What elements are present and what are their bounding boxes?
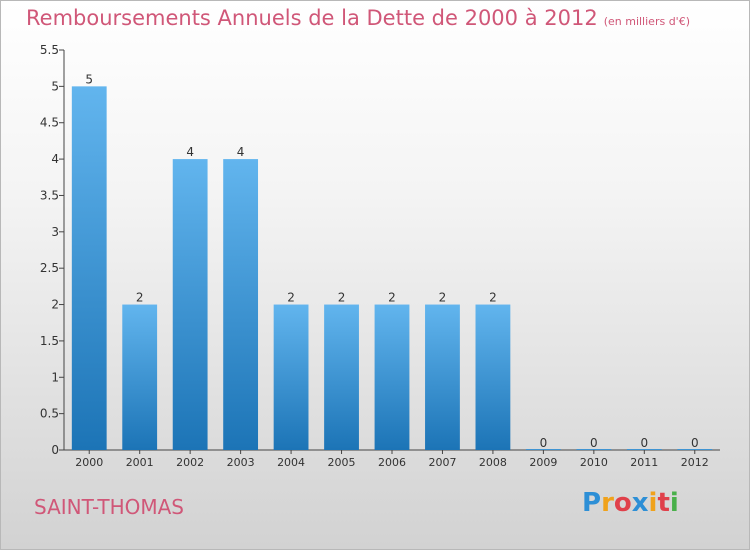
y-tick-label: 0.5 <box>40 407 59 421</box>
logo-letter: t <box>657 488 670 518</box>
bar <box>324 304 359 450</box>
x-tick-label: 2003 <box>227 456 255 469</box>
x-tick-label: 2002 <box>176 456 204 469</box>
bar <box>273 304 309 450</box>
x-tick-label: 2012 <box>681 456 709 469</box>
x-tick-label: 2011 <box>630 456 658 469</box>
data-label: 5 <box>85 72 93 86</box>
y-tick-label: 2.5 <box>40 261 59 275</box>
logo-letter: i <box>648 488 658 518</box>
x-tick-label: 2000 <box>75 456 103 469</box>
bar <box>172 159 208 450</box>
logo-letter: x <box>631 488 649 518</box>
y-tick-label: 5 <box>51 79 59 93</box>
y-tick-label: 3 <box>51 225 59 239</box>
bar <box>425 304 460 450</box>
data-label: 4 <box>186 145 194 159</box>
bar <box>626 449 662 450</box>
y-tick-label: 2 <box>51 298 59 312</box>
title-text: Remboursements Annuels de la Dette de 20… <box>26 6 598 30</box>
data-label: 2 <box>388 291 396 305</box>
bar <box>475 304 511 450</box>
x-tick-label: 2005 <box>328 456 356 469</box>
y-tick-label: 3.5 <box>40 188 59 202</box>
y-tick-label: 4 <box>51 152 59 166</box>
x-tick-label: 2004 <box>277 456 305 469</box>
x-tick-label: 2009 <box>529 456 557 469</box>
y-tick-label: 5.5 <box>40 43 59 57</box>
data-label: 2 <box>489 291 497 305</box>
data-label: 0 <box>540 436 548 450</box>
commune-name: SAINT-THOMAS <box>34 495 184 519</box>
x-tick-label: 2010 <box>580 456 608 469</box>
logo-letter: i <box>669 488 679 518</box>
data-label: 2 <box>439 291 447 305</box>
data-label: 0 <box>640 436 648 450</box>
y-tick-label: 4.5 <box>40 116 59 130</box>
y-tick-label: 1.5 <box>40 334 59 348</box>
data-label: 4 <box>237 145 245 159</box>
data-label: 0 <box>590 436 598 450</box>
logo-letter: P <box>582 488 602 518</box>
data-label: 2 <box>136 291 144 305</box>
y-tick-label: 1 <box>51 370 59 384</box>
chart-title: Remboursements Annuels de la Dette de 20… <box>26 6 690 30</box>
x-tick-label: 2008 <box>479 456 507 469</box>
bar <box>677 449 713 450</box>
bar <box>374 304 410 450</box>
x-tick-label: 2006 <box>378 456 406 469</box>
logo-letter: r <box>601 488 614 518</box>
bar <box>71 86 107 450</box>
proxiti-logo: Proxiti <box>582 488 679 518</box>
data-label: 0 <box>691 436 699 450</box>
title-unit: (en milliers d'€) <box>603 15 690 28</box>
y-tick-label: 0 <box>51 443 59 457</box>
x-tick-label: 2007 <box>428 456 456 469</box>
data-label: 2 <box>338 291 346 305</box>
bar <box>525 449 561 450</box>
logo-letter: o <box>613 488 632 518</box>
data-label: 2 <box>287 291 295 305</box>
bar <box>122 304 158 450</box>
x-tick-label: 2001 <box>126 456 154 469</box>
bar <box>223 159 259 450</box>
bar <box>576 449 612 450</box>
